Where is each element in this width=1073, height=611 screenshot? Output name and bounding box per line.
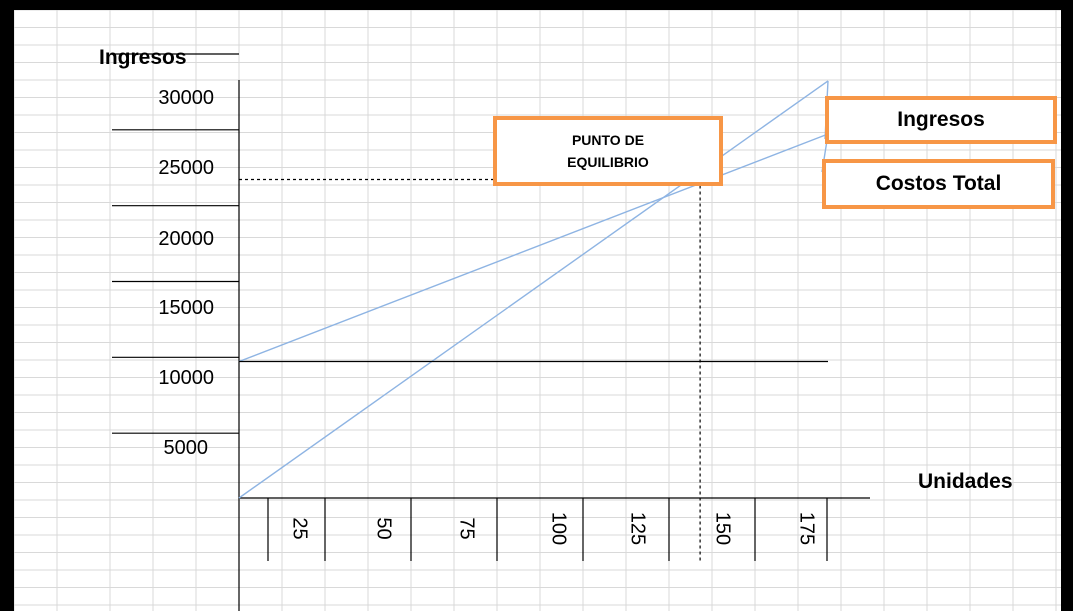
- x-tick-label: 150: [711, 511, 734, 546]
- y-axis-title: Ingresos: [99, 46, 187, 69]
- ingresos-line: [238, 80, 829, 499]
- costos-series-label: Costos Total: [875, 172, 1002, 195]
- y-tick-label: 20000: [158, 228, 214, 250]
- y-tick-label: 15000: [158, 297, 214, 319]
- x-tick-label: 50: [372, 517, 395, 540]
- ingresos-callout: Ingresos: [825, 96, 1057, 144]
- ingresos-series-label: Ingresos: [897, 108, 985, 131]
- frame-border-left: [0, 0, 14, 611]
- x-tick-label: 100: [547, 511, 570, 546]
- x-tick-label: 75: [455, 517, 478, 540]
- y-tick-label: 10000: [158, 367, 214, 389]
- break-even-callout: PUNTO DE EQUILIBRIO: [493, 116, 723, 186]
- frame-border-right: [1061, 0, 1073, 611]
- frame-border-top: [0, 0, 1073, 10]
- y-tick-label: 30000: [158, 87, 214, 109]
- costos-callout: Costos Total: [822, 159, 1055, 209]
- x-tick-label: 175: [795, 511, 818, 546]
- break-even-label: PUNTO DE EQUILIBRIO: [567, 132, 649, 170]
- y-tick-label: 25000: [158, 157, 214, 179]
- x-tick-label: 125: [626, 511, 649, 546]
- costos-total-line: [238, 133, 829, 363]
- x-tick-label: 25: [288, 517, 311, 540]
- y-tick-label: 5000: [163, 437, 209, 459]
- x-axis-title: Unidades: [918, 470, 1013, 493]
